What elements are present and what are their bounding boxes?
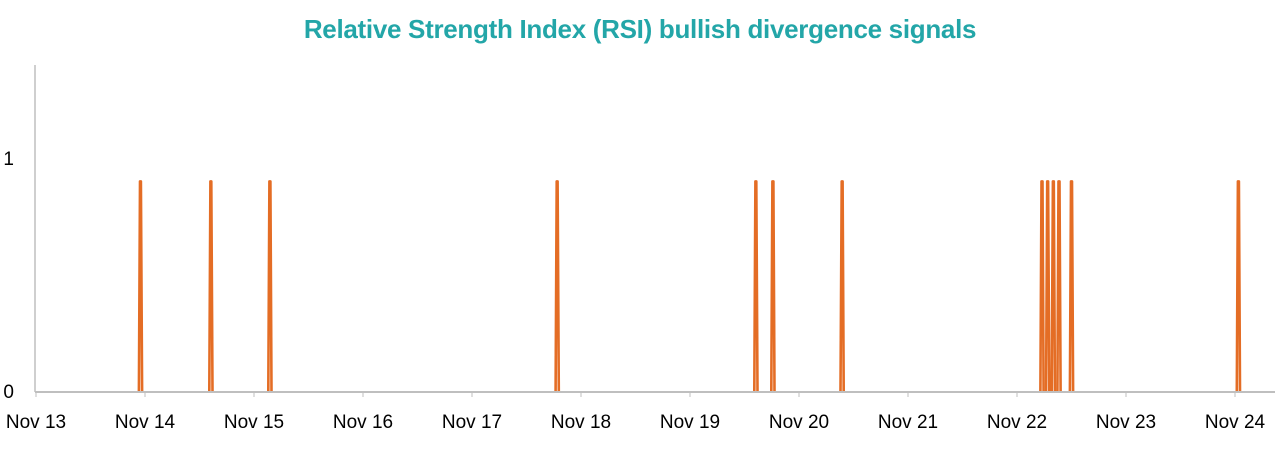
x-tick-label: Nov 16	[333, 412, 393, 433]
signal-spike	[554, 180, 561, 392]
signal-spike	[1056, 180, 1062, 392]
y-tick-label: 0	[3, 382, 14, 403]
x-tick-label: Nov 19	[660, 412, 720, 433]
x-tick-label: Nov 15	[224, 412, 284, 433]
x-tick-label: Nov 18	[551, 412, 611, 433]
signal-spike	[839, 180, 845, 392]
x-tick-label: Nov 24	[1205, 412, 1266, 433]
signal-spike	[770, 180, 776, 392]
y-tick-label: 1	[3, 149, 14, 170]
x-tick-label: Nov 20	[769, 412, 829, 433]
signal-spike	[1044, 180, 1051, 392]
signal-spike	[753, 180, 759, 392]
signal-spike	[267, 180, 273, 392]
signal-spike	[1068, 180, 1075, 392]
x-tick-label: Nov 13	[6, 412, 66, 433]
signal-spike	[137, 180, 144, 392]
x-tick-label: Nov 17	[442, 412, 502, 433]
x-tick-label: Nov 21	[878, 412, 938, 433]
x-tick-label: Nov 22	[987, 412, 1047, 433]
chart-title: Relative Strength Index (RSI) bullish di…	[303, 14, 977, 44]
signal-spike	[208, 180, 214, 392]
x-tick-label: Nov 14	[115, 412, 176, 433]
signal-spike	[1235, 180, 1242, 392]
x-tick-label: Nov 23	[1096, 412, 1156, 433]
signal-spike	[1050, 180, 1057, 392]
signal-spike	[1039, 180, 1045, 392]
